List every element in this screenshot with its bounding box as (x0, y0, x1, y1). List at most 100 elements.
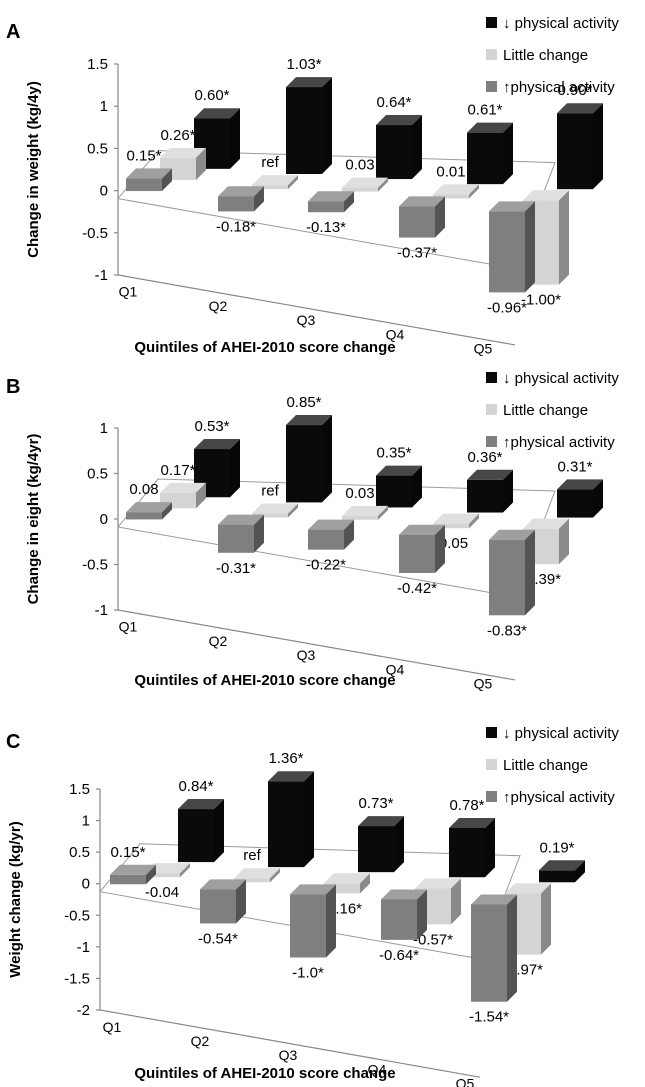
bar-b-s2-q3 (342, 505, 388, 520)
bar-side (378, 177, 388, 192)
bar-top (218, 186, 264, 197)
bar-b-s3-q1 (126, 502, 172, 520)
bar-side (304, 771, 314, 868)
data-label: 0.84* (178, 778, 213, 795)
y-tick-label: 1.5 (87, 56, 108, 73)
bar-side (162, 502, 172, 520)
data-label: 0.15* (110, 844, 145, 861)
x-category-label: Q3 (297, 312, 316, 328)
y-tick-label: 1.5 (69, 781, 90, 798)
data-label: 0.90* (557, 82, 592, 99)
bar-front (252, 513, 288, 518)
data-label: -1.0* (292, 964, 324, 981)
legend-swatch (486, 436, 497, 447)
bar-side (288, 503, 298, 518)
bar-top (268, 771, 314, 782)
legend-swatch (486, 791, 497, 802)
bar-side (270, 868, 280, 883)
bar-side (469, 184, 479, 199)
bar-front (358, 826, 394, 873)
bar-top (433, 184, 479, 195)
chart-panel-c: C 1.5 1 0.5 0 -0.5 -1 -1.5 -2 Weight change (kg/y… (6, 725, 619, 1087)
y-tick-label: 0.5 (87, 466, 108, 483)
bar-a-s3-q2 (218, 186, 264, 212)
legend-label: Little change (503, 402, 588, 419)
x-category-label: Q4 (386, 326, 405, 342)
bar-b-s3-q4 (399, 524, 445, 573)
y-tick-label: -1 (95, 602, 108, 619)
bar-front (449, 828, 485, 878)
bar-top (449, 818, 495, 829)
data-label: 0.60* (194, 87, 229, 104)
bar-side (559, 190, 569, 285)
bar-side (378, 505, 388, 520)
data-label: 0.78* (449, 797, 484, 814)
bar-a-s1-q4 (467, 122, 513, 185)
bar-a-s2-q4 (433, 184, 479, 199)
bar-c-s1-q5 (539, 860, 585, 883)
legend-swatch (486, 759, 497, 770)
y-tick-label: -1 (77, 939, 90, 956)
y-tick-label: 0 (100, 511, 108, 528)
data-label: 0.26* (160, 127, 195, 144)
panel-letter: C (6, 731, 20, 753)
bar-top (399, 196, 445, 207)
bar-front (471, 904, 507, 1002)
data-label: -0.04 (145, 884, 179, 901)
panel-letter: B (6, 376, 20, 398)
legend-label: Little change (503, 47, 588, 64)
x-axis-line (99, 1009, 481, 1078)
legend-label: ↓ physical activity (503, 370, 619, 387)
bar-side (230, 439, 240, 498)
bar-top (218, 514, 264, 525)
bar-front (110, 874, 146, 885)
chart-panel-b: B 1 0.5 0 -0.5 -1 Change in eight (kg/4yr) Q1 Q2… (6, 370, 619, 691)
x-category-label: Q5 (474, 340, 493, 356)
bar-side (559, 518, 569, 565)
bar-c-s1-q4 (449, 818, 495, 878)
data-label: 0.53* (194, 418, 229, 435)
bar-front (399, 534, 435, 573)
bar-top (523, 190, 569, 201)
y-tick-label: 0.5 (69, 844, 90, 861)
bar-b-s2-q1 (160, 482, 206, 509)
data-label: -1.00* (521, 292, 561, 309)
bar-b-s3-q3 (308, 519, 354, 550)
bar-front (467, 132, 503, 185)
bar-c-s1-q2 (268, 771, 314, 868)
data-label: 0.03 (345, 485, 374, 502)
y-tick-label: 0.5 (87, 140, 108, 157)
bar-top (286, 77, 332, 88)
bar-top (381, 889, 427, 900)
bar-front (200, 889, 236, 924)
bar-top (160, 482, 206, 493)
bar-front (467, 479, 503, 513)
bar-c-s2-q3 (324, 873, 370, 894)
bar-top (539, 860, 585, 871)
bar-side (525, 201, 535, 293)
bar-side (162, 168, 172, 192)
bar-side (451, 878, 461, 925)
x-axis-line (117, 609, 516, 681)
bar-side (503, 122, 513, 185)
bar-side (435, 196, 445, 238)
zero-plane (99, 843, 521, 960)
bar-top (324, 873, 370, 884)
bar-front (234, 878, 270, 883)
bar-side (417, 889, 427, 940)
legend-label: ↓ physical activity (503, 15, 619, 32)
y-tick-label: 1 (100, 98, 108, 115)
bar-top (505, 883, 551, 894)
legend-label: ↑physical activity (503, 434, 615, 451)
legend-swatch (486, 404, 497, 415)
x-category-label: Q4 (386, 661, 405, 677)
bar-front (376, 125, 412, 180)
y-tick-label: -1 (95, 267, 108, 284)
data-label: 0.19* (539, 839, 574, 856)
bar-top (433, 513, 479, 524)
bar-top (399, 524, 445, 535)
bar-top (286, 415, 332, 426)
data-label: 0.08 (129, 481, 158, 498)
bar-c-s1-q1 (178, 799, 224, 863)
